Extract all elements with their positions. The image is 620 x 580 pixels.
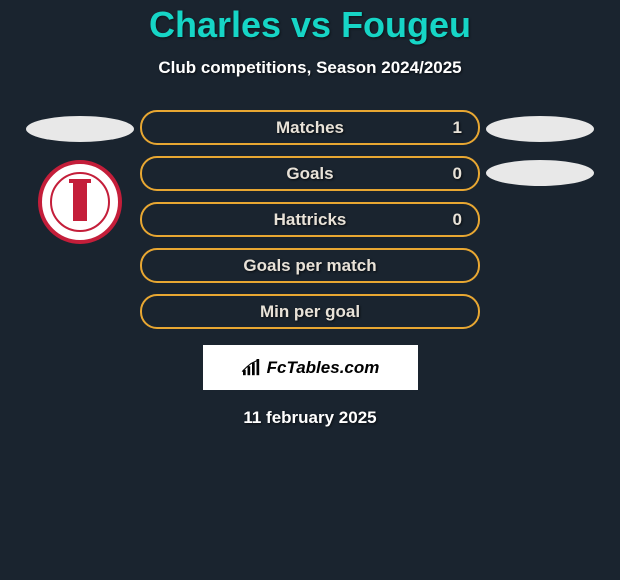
stat-label: Matches <box>276 118 344 138</box>
brand-badge[interactable]: FcTables.com <box>203 345 418 390</box>
club-logo <box>38 160 122 244</box>
page-subtitle: Club competitions, Season 2024/2025 <box>158 58 461 78</box>
player-placeholder-right-2 <box>486 160 594 186</box>
stats-column: Matches 1 Goals 0 Hattricks 0 Goals per … <box>140 110 480 329</box>
content-row: Matches 1 Goals 0 Hattricks 0 Goals per … <box>0 110 620 329</box>
brand-text: FcTables.com <box>267 358 380 378</box>
stat-label: Min per goal <box>260 302 360 322</box>
page-title: Charles vs Fougeu <box>149 4 471 46</box>
stat-bar-gpm: Goals per match <box>140 248 480 283</box>
stat-value: 1 <box>453 118 462 138</box>
stat-bar-goals: Goals 0 <box>140 156 480 191</box>
footer-date: 11 february 2025 <box>243 408 376 428</box>
chart-icon <box>241 359 263 377</box>
main-container: Charles vs Fougeu Club competitions, Sea… <box>0 0 620 428</box>
stat-bar-matches: Matches 1 <box>140 110 480 145</box>
tower-icon <box>73 183 87 221</box>
right-column <box>480 110 600 186</box>
left-column <box>20 110 140 244</box>
stat-value: 0 <box>453 164 462 184</box>
stat-label: Goals per match <box>243 256 376 276</box>
club-logo-inner <box>50 172 110 232</box>
player-placeholder-left <box>26 116 134 142</box>
stat-value: 0 <box>453 210 462 230</box>
player-placeholder-right-1 <box>486 116 594 142</box>
stat-bar-hattricks: Hattricks 0 <box>140 202 480 237</box>
stat-label: Goals <box>286 164 333 184</box>
stat-bar-mpg: Min per goal <box>140 294 480 329</box>
stat-label: Hattricks <box>274 210 347 230</box>
